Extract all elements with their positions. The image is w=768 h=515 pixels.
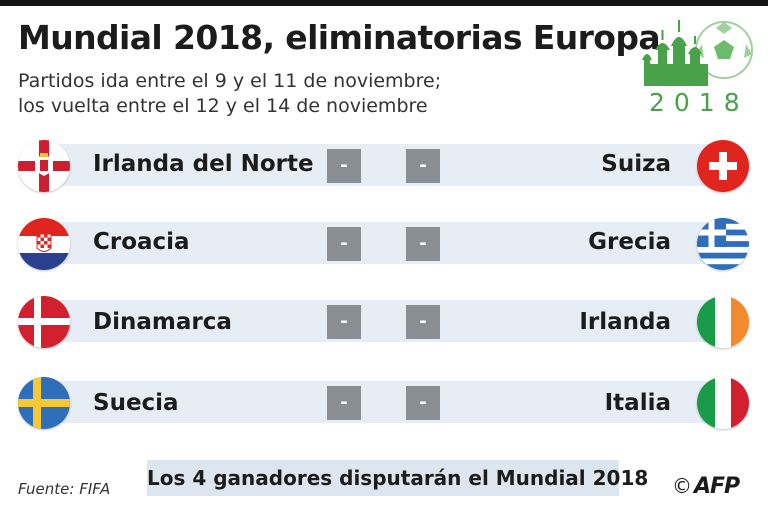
match-row-band [36,300,726,342]
copyright-symbol: © [672,474,692,498]
away-score-box: - [406,305,440,339]
world-cup-logo [640,14,758,122]
away-score-box: - [406,149,440,183]
sweden-flag-icon [18,377,70,429]
home-score-box: - [327,305,361,339]
away-team-name: Suiza [601,151,671,177]
denmark-flag-icon [18,296,70,348]
footer-note: Los 4 ganadores disputarán el Mundial 20… [147,460,648,496]
croatia-flag-icon [18,218,70,270]
subtitle-line-1: Partidos ida entre el 9 y el 11 de novie… [18,70,442,92]
subtitle-line-2: los vuelta entre el 12 y el 14 de noviem… [18,95,428,117]
ireland-flag-icon [697,296,749,348]
greece-flag-icon [697,218,749,270]
page-title: Mundial 2018, eliminatorias Europa [18,18,661,57]
northern-ireland-flag-icon [18,140,70,192]
home-score-box: - [327,227,361,261]
home-score-box: - [327,149,361,183]
home-team-name: Irlanda del Norte [93,151,314,177]
home-team-name: Suecia [93,390,179,416]
away-score-box: - [406,386,440,420]
agency-credit: ©AFP [672,474,740,499]
switzerland-flag-icon [697,140,749,192]
away-team-name: Grecia [588,229,671,255]
away-team-name: Irlanda [579,309,671,335]
away-team-name: Italia [604,390,671,416]
home-team-name: Croacia [93,229,190,255]
match-row-band [36,381,726,423]
logo-year: 2018 [649,88,749,117]
match-row-band [36,144,726,186]
home-score-box: - [327,386,361,420]
world-cup-logo-icon [642,20,753,86]
home-team-name: Dinamarca [93,309,232,335]
source-note: Fuente: FIFA [18,480,111,498]
match-row-band [36,222,726,264]
away-score-box: - [406,227,440,261]
afp-logo: AFP [694,474,740,499]
italy-flag-icon [697,377,749,429]
top-bar [0,0,768,6]
